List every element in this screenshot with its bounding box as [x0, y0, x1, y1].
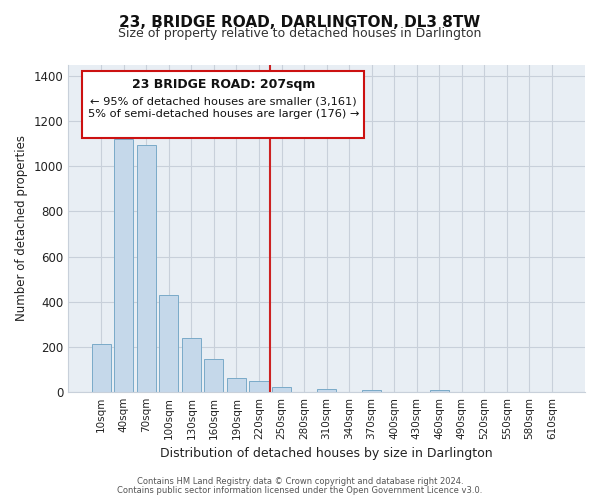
Bar — [250, 381, 269, 392]
Bar — [92, 344, 111, 392]
Bar — [227, 378, 246, 392]
Bar — [272, 388, 291, 392]
Bar — [205, 359, 223, 392]
Bar — [159, 295, 178, 392]
Text: ← 95% of detached houses are smaller (3,161): ← 95% of detached houses are smaller (3,… — [90, 96, 356, 106]
Bar — [430, 390, 449, 392]
Bar — [182, 338, 201, 392]
X-axis label: Distribution of detached houses by size in Darlington: Distribution of detached houses by size … — [160, 447, 493, 460]
Text: 23, BRIDGE ROAD, DARLINGTON, DL3 8TW: 23, BRIDGE ROAD, DARLINGTON, DL3 8TW — [119, 15, 481, 30]
Bar — [317, 389, 336, 392]
Text: 23 BRIDGE ROAD: 207sqm: 23 BRIDGE ROAD: 207sqm — [131, 78, 315, 90]
Bar — [362, 390, 381, 392]
Text: Size of property relative to detached houses in Darlington: Size of property relative to detached ho… — [118, 27, 482, 40]
Text: Contains HM Land Registry data © Crown copyright and database right 2024.: Contains HM Land Registry data © Crown c… — [137, 477, 463, 486]
Bar — [114, 140, 133, 392]
Text: 5% of semi-detached houses are larger (176) →: 5% of semi-detached houses are larger (1… — [88, 109, 359, 119]
Text: Contains public sector information licensed under the Open Government Licence v3: Contains public sector information licen… — [118, 486, 482, 495]
Y-axis label: Number of detached properties: Number of detached properties — [15, 136, 28, 322]
Bar — [137, 145, 156, 392]
